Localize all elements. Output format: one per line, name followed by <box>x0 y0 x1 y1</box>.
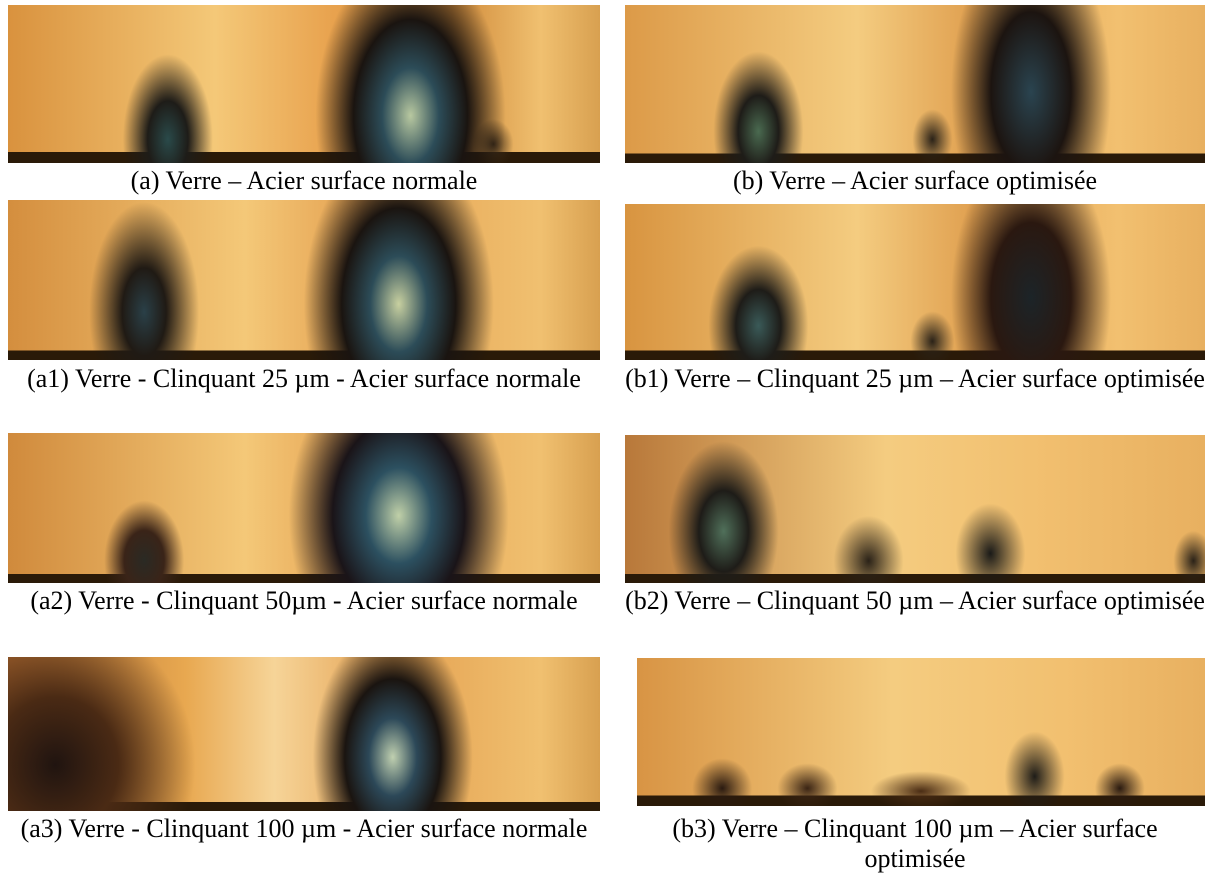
photo-b3 <box>637 658 1205 806</box>
caption: (a2) Verre - Clinquant 50µm - Acier surf… <box>8 586 600 616</box>
caption: (a3) Verre - Clinquant 100 µm - Acier su… <box>8 814 600 844</box>
photo-a1 <box>8 200 600 360</box>
photo-b1 <box>625 204 1205 360</box>
caption: (a1) Verre - Clinquant 25 µm - Acier sur… <box>8 364 600 394</box>
figure: (a) Verre – Acier surface normale (b) Ve… <box>0 0 1212 883</box>
caption: (b3) Verre – Clinquant 100 µm – Acier su… <box>625 814 1205 874</box>
photo-b <box>625 5 1205 163</box>
caption: (b1) Verre – Clinquant 25 µm – Acier sur… <box>625 364 1205 394</box>
photo-b2 <box>625 435 1205 583</box>
photo-a2 <box>8 433 600 583</box>
photo-a <box>8 5 600 163</box>
caption: (a) Verre – Acier surface normale <box>8 166 600 196</box>
caption: (b) Verre – Acier surface optimisée <box>625 166 1205 196</box>
caption: (b2) Verre – Clinquant 50 µm – Acier sur… <box>625 586 1205 616</box>
photo-a3 <box>8 657 600 811</box>
